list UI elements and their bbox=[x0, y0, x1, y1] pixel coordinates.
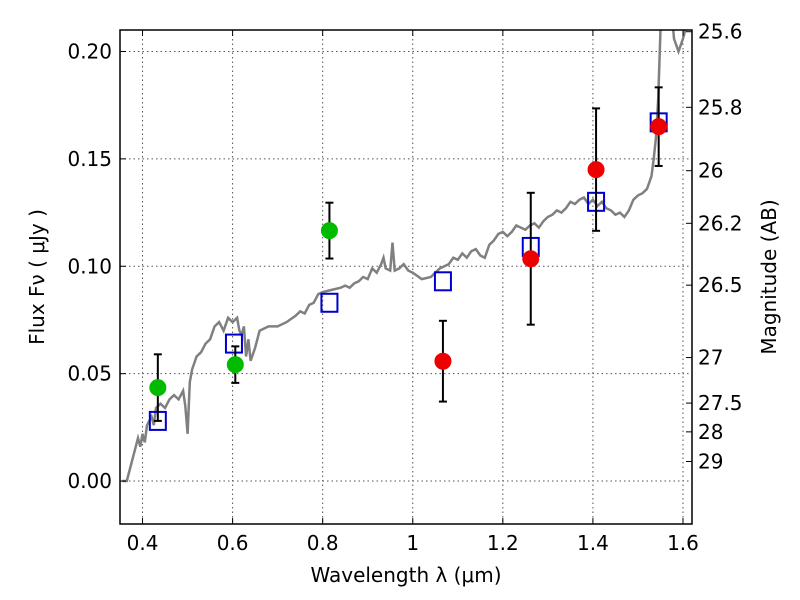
axes-ticks: 0.4 0.6 0.8 1 1.2 1.4 1.6 0.00 0.05 0.10 0.15 0.20 2… bbox=[67, 20, 742, 555]
plot-frame bbox=[119, 29, 693, 525]
y2-tick-label: 27.5 bbox=[698, 391, 743, 415]
model-square bbox=[320, 292, 339, 313]
y2-tick-label: 25.6 bbox=[698, 20, 743, 44]
y2-tick-label: 28 bbox=[698, 420, 723, 444]
data-point bbox=[650, 118, 668, 136]
x-tick-label: 1.4 bbox=[577, 531, 609, 555]
y-tick-label: 0.05 bbox=[67, 362, 112, 386]
y-axis-label: Flux Fν ( μJy ) bbox=[25, 209, 49, 345]
y2-tick-label: 26.5 bbox=[698, 273, 743, 297]
data-point bbox=[434, 352, 452, 370]
x-tick-label: 0.6 bbox=[217, 531, 249, 555]
data-point bbox=[226, 356, 244, 374]
y-tick-label: 0.00 bbox=[67, 469, 112, 493]
plot-area bbox=[122, 30, 687, 483]
y2-tick-label: 26.2 bbox=[698, 211, 743, 235]
y-tick-label: 0.15 bbox=[67, 147, 112, 171]
data-point bbox=[149, 379, 167, 397]
spectrum-line bbox=[122, 30, 687, 483]
y2-tick-label: 29 bbox=[698, 449, 723, 473]
x-tick-label: 0.8 bbox=[307, 531, 339, 555]
x-axis-label: Wavelength λ (μm) bbox=[310, 563, 501, 587]
x-tick-label: 1.2 bbox=[487, 531, 519, 555]
x-tick-label: 0.4 bbox=[127, 531, 159, 555]
y-tick-label: 0.20 bbox=[67, 39, 112, 63]
y2-tick-label: 27 bbox=[698, 346, 723, 370]
model-square bbox=[433, 271, 452, 292]
y-tick-label: 0.10 bbox=[67, 254, 112, 278]
data-point bbox=[320, 222, 338, 240]
model-square bbox=[224, 333, 243, 354]
y2-tick-label: 25.8 bbox=[698, 95, 743, 119]
y2-axis-label: Magnitude (AB) bbox=[757, 199, 781, 354]
plot-series bbox=[122, 30, 687, 483]
data-point bbox=[522, 250, 540, 268]
grid-lines bbox=[120, 30, 692, 524]
data-point bbox=[587, 161, 605, 179]
x-tick-label: 1 bbox=[406, 531, 419, 555]
y2-tick-label: 26 bbox=[698, 159, 723, 183]
x-tick-label: 1.6 bbox=[667, 531, 699, 555]
